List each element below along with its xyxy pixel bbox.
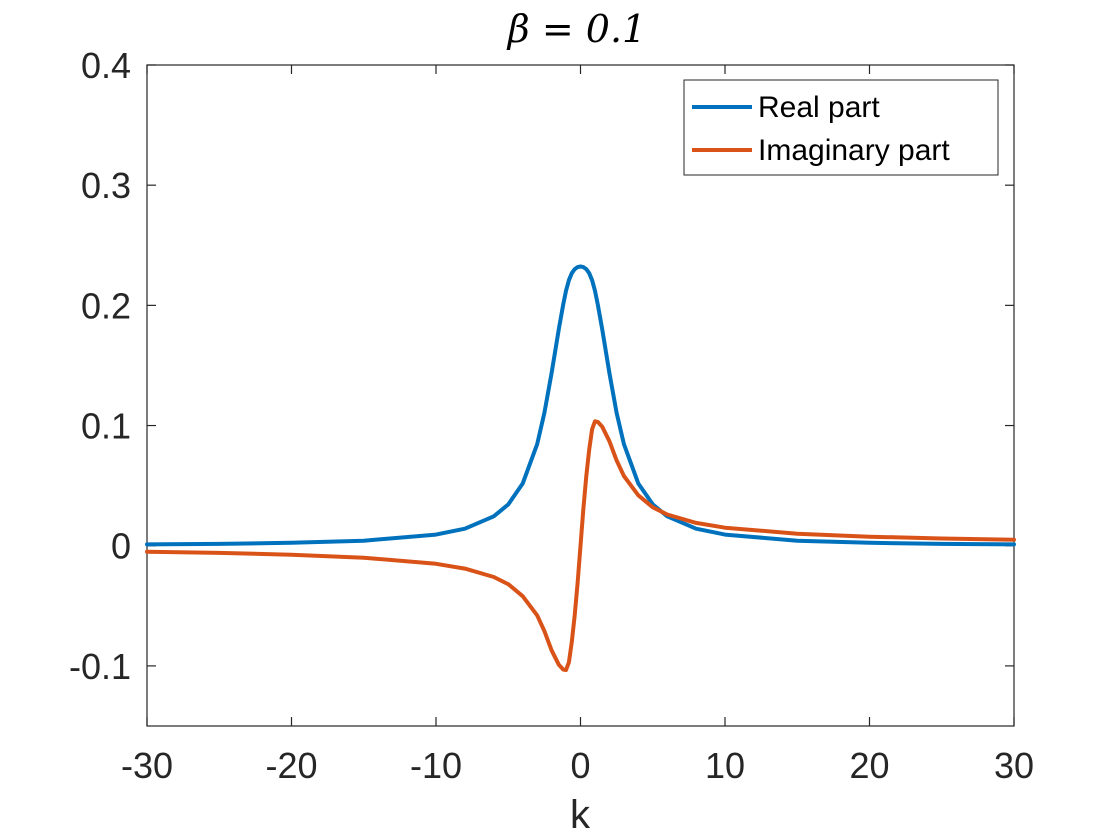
legend-box <box>683 79 999 176</box>
x-tick-label: 30 <box>994 745 1034 786</box>
series-lines-group <box>145 264 1016 673</box>
tick-labels-group: -30 -20 -10 0 10 20 30 -0.1 0 0.1 0.2 0.3 0.4 <box>69 45 1034 786</box>
chart-title: β = 0.1 <box>506 7 646 51</box>
x-axis-label: k <box>570 793 591 837</box>
series-line-imaginary-part <box>145 419 1016 673</box>
y-tick-label: 0.3 <box>81 165 131 206</box>
y-tick-label: -0.1 <box>69 646 131 687</box>
series-line-real-part <box>145 264 1016 547</box>
x-tick-label: 0 <box>570 745 590 786</box>
x-tick-label: -20 <box>265 745 317 786</box>
y-tick-label: 0.1 <box>81 406 131 447</box>
legend-label-real-part: Real part <box>758 91 880 124</box>
legend-label-imaginary-part: Imaginary part <box>758 134 950 167</box>
legend: Real part Imaginary part <box>683 79 999 176</box>
x-tick-label: 20 <box>849 745 889 786</box>
x-tick-label: -10 <box>410 745 462 786</box>
x-tick-label: -30 <box>121 745 173 786</box>
y-tick-label: 0.2 <box>81 285 131 326</box>
y-tick-label: 0.4 <box>81 45 131 86</box>
y-tick-label: 0 <box>111 526 131 567</box>
x-tick-label: 10 <box>705 745 745 786</box>
